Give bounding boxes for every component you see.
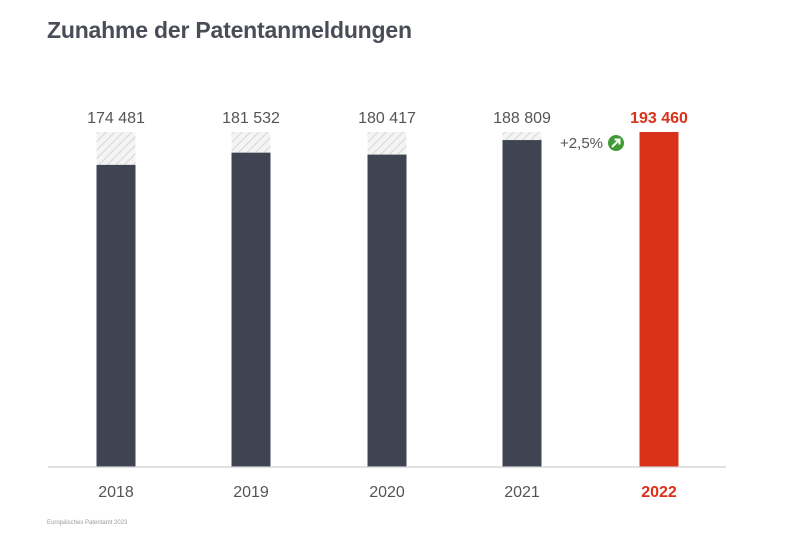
bar-2021: [502, 140, 542, 468]
bar-gap-hatch: [367, 132, 407, 155]
arrow-up-right-icon: [608, 135, 624, 151]
bar-gap-hatch: [502, 132, 542, 141]
growth-percentage: +2,5%: [560, 135, 603, 152]
x-tick-label: 2020: [369, 484, 405, 501]
value-label: 181 532: [222, 110, 280, 127]
growth-annotation: +2,5%: [560, 135, 624, 152]
value-label: 180 417: [358, 110, 416, 127]
bar-2018: [96, 164, 136, 467]
value-label: 193 460: [630, 110, 688, 127]
bar-2019: [231, 152, 271, 467]
value-label: 188 809: [493, 110, 551, 127]
bar-gap-hatch: [96, 132, 136, 165]
x-tick-label: 2021: [504, 484, 540, 501]
bar-gap-hatch: [231, 132, 271, 153]
bar-2020: [367, 154, 407, 467]
bar-2022: [639, 132, 679, 467]
x-tick-label: 2018: [98, 484, 134, 501]
x-tick-label: 2022: [641, 484, 677, 501]
value-label: 174 481: [87, 110, 145, 127]
x-tick-label: 2019: [233, 484, 269, 501]
source-note: Europäisches Patentamt 2023: [47, 520, 128, 526]
chart-title: Zunahme der Patentanmeldungen: [47, 17, 412, 43]
